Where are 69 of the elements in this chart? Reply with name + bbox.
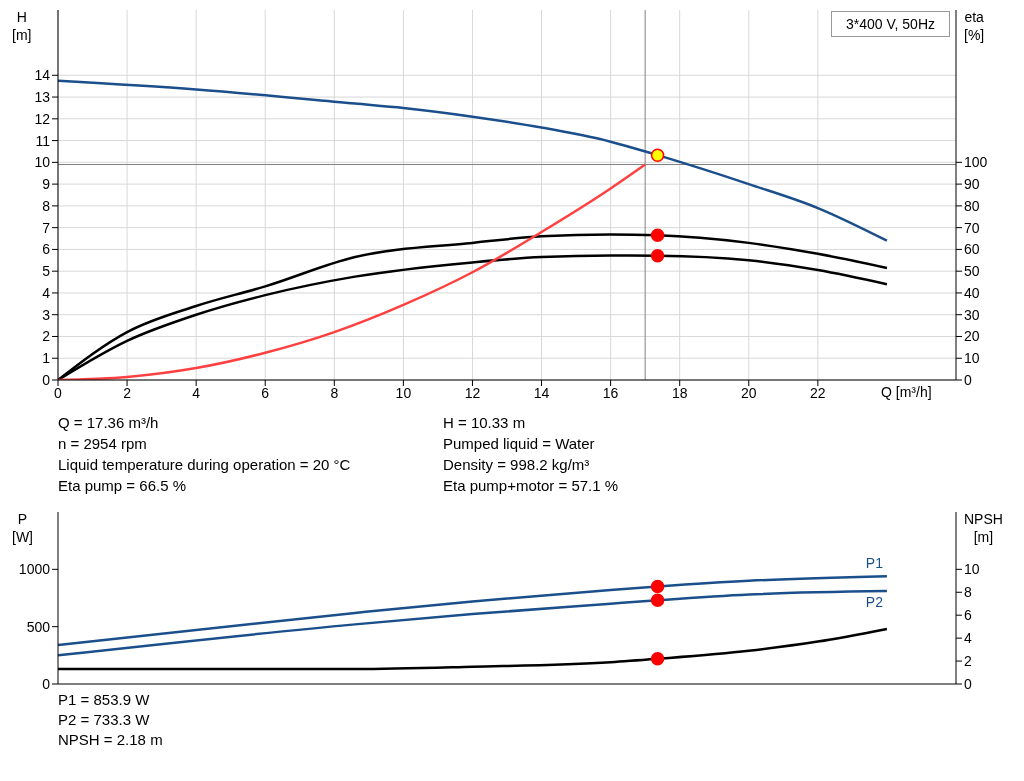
y-tick-label: 14: [34, 67, 51, 84]
x-tick-label: 18: [671, 384, 688, 401]
x-tick-label: 16: [602, 384, 619, 401]
text: n = 2954 rpm: [58, 434, 148, 454]
y2-tick-label: 0: [964, 371, 972, 388]
x-tick-label: 12: [464, 384, 481, 401]
y-axis-title: P [W]: [12, 510, 33, 546]
y-tick-label: 0: [42, 675, 51, 692]
y-tick-label: 5: [42, 263, 51, 280]
y2-tick-label: 60: [964, 241, 980, 258]
y2-tick-label: 70: [964, 219, 980, 236]
x-tick-label: 10: [395, 384, 412, 401]
y-tick-label: 500: [26, 618, 51, 635]
y-tick-label: 12: [34, 110, 51, 127]
y2-tick-label: 30: [964, 306, 980, 323]
y2-tick-label: 50: [964, 263, 980, 280]
y-tick-label: 13: [34, 89, 51, 106]
line-series: [58, 589, 889, 657]
y2-tick-label: 20: [964, 328, 980, 345]
y-tick-label: 11: [35, 132, 51, 149]
y2-tick-label: 6: [964, 607, 972, 624]
y2-tick-label: 4: [964, 630, 972, 647]
y-tick-label: 9: [42, 176, 51, 193]
x-tick-label: 8: [330, 384, 339, 401]
x-tick-label: 22: [810, 384, 826, 401]
y2-tick-label: 8: [964, 584, 972, 601]
line-series: [58, 79, 889, 242]
text: Eta pump = 66.5 %: [58, 476, 187, 496]
y2-axis-title: NPSH [m]: [964, 510, 1003, 546]
x-tick-label: 0: [54, 384, 63, 401]
y2-tick-label: 10: [964, 350, 980, 367]
y2-tick-label: 80: [964, 197, 980, 214]
y-tick-label: 3: [42, 306, 51, 323]
y2-axis-title: eta [%]: [964, 8, 985, 44]
line-series: [58, 574, 889, 647]
text: Q = 17.36 m³/h: [58, 413, 160, 433]
y2-tick-label: 0: [964, 675, 972, 692]
y-tick-label: 1: [42, 350, 51, 367]
x-tick-label: 14: [533, 384, 550, 401]
x-tick-label: 2: [123, 384, 132, 401]
y-tick-label: 10: [34, 154, 51, 171]
series-label: P2: [865, 594, 884, 611]
x-tick-label: 4: [192, 384, 201, 401]
y2-tick-label: 100: [964, 154, 988, 171]
y-tick-label: 6: [42, 241, 51, 258]
y2-tick-label: 90: [964, 176, 980, 193]
y-tick-label: 8: [42, 197, 51, 214]
y-axis-title: H [m]: [12, 8, 32, 44]
y-tick-label: 2: [42, 328, 51, 345]
text: P1 = 853.9 W: [58, 690, 151, 710]
y-tick-label: 4: [42, 284, 51, 301]
annotation: 3*400 V, 50Hz: [831, 11, 950, 37]
text: Eta pump+motor = 57.1 %: [443, 476, 619, 496]
text: Liquid temperature during operation = 20 °C: [58, 455, 352, 475]
x-tick-label: 6: [261, 384, 270, 401]
text: H = 10.33 m: [443, 413, 527, 433]
x-axis-title: Q [m³/h]: [881, 384, 932, 400]
text: Pumped liquid = Water: [443, 434, 596, 454]
text: Density = 998.2 kg/m³: [443, 455, 591, 475]
y2-tick-label: 40: [964, 284, 980, 301]
y2-tick-label: 10: [964, 561, 980, 578]
y-tick-label: 0: [42, 371, 51, 388]
y2-tick-label: 2: [964, 653, 972, 670]
y-tick-label: 1000: [18, 561, 51, 578]
text: P2 = 733.3 W: [58, 710, 151, 730]
text: NPSH = 2.18 m: [58, 730, 164, 750]
y-tick-label: 7: [42, 219, 51, 236]
series-label: P1: [865, 555, 884, 572]
x-tick-label: 20: [740, 384, 757, 401]
